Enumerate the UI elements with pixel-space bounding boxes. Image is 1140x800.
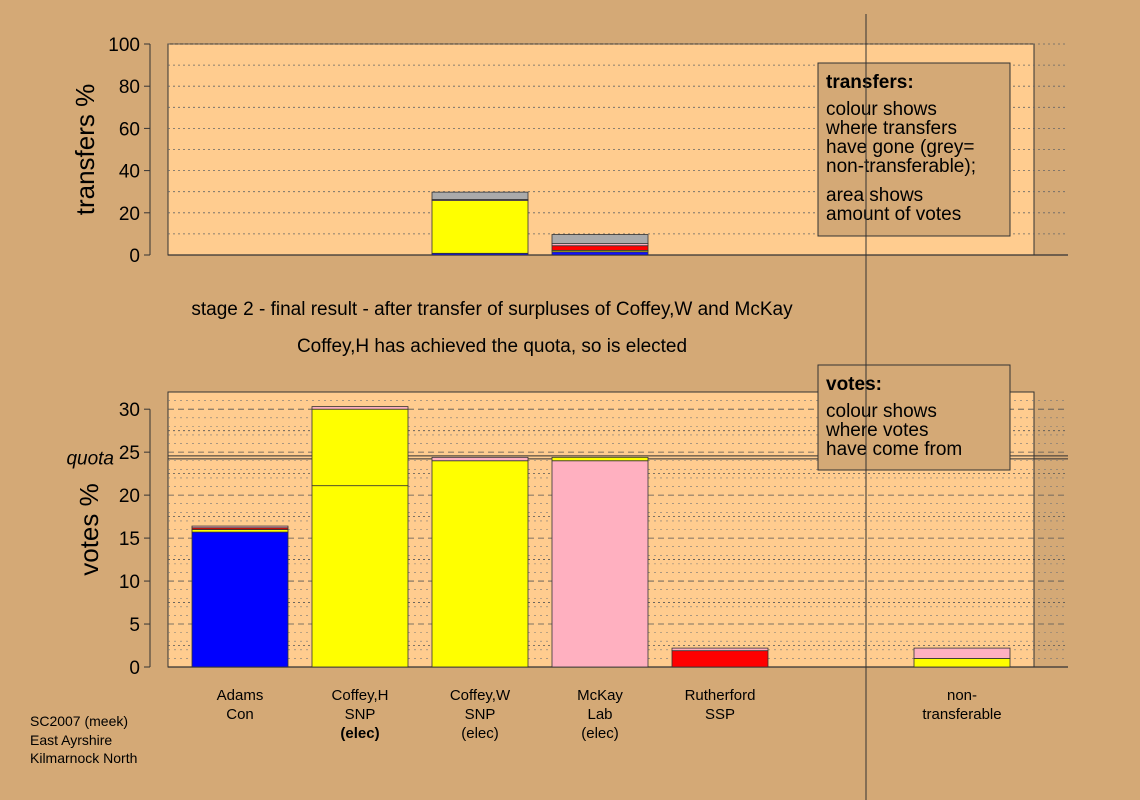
- bar-segment: [551, 245, 649, 251]
- quota-label: quota: [66, 448, 114, 469]
- candidate-party: Lab: [587, 706, 612, 723]
- bar-segment: [191, 525, 289, 529]
- y-tick-label: 5: [129, 615, 140, 636]
- candidate-party: SNP: [465, 706, 496, 723]
- footer-line-3: Kilmarnock North: [30, 750, 137, 766]
- y-tick-label: 80: [119, 77, 140, 98]
- legend-line: amount of votes: [826, 204, 961, 225]
- bar-segment: [551, 456, 649, 462]
- legend-box: [817, 62, 1011, 237]
- legend-line: colour shows: [826, 401, 937, 422]
- legend-title: transfers:: [826, 72, 914, 93]
- legend-box: [817, 364, 1011, 471]
- transfers-chart: 0 20 40 60 80 100 transfers % transfers: colour …: [70, 35, 1068, 267]
- bar-segment: [913, 647, 1011, 659]
- y-tick-label: 15: [119, 529, 140, 550]
- y-tick-label: 0: [129, 246, 140, 267]
- y-tick-label: 25: [119, 443, 140, 464]
- candidate-name: non-: [947, 687, 977, 704]
- candidate-status: (elec): [340, 725, 379, 742]
- candidate-party: Con: [226, 706, 254, 723]
- bar-segment: [913, 658, 1011, 668]
- y-tick-label: 60: [119, 119, 140, 140]
- legend-line: non-transferable);: [826, 156, 976, 177]
- legend-line: colour shows: [826, 99, 937, 120]
- legend-line: have gone (grey=: [826, 137, 974, 158]
- legend-line: area shows: [826, 185, 923, 206]
- legend-line: have come from: [826, 439, 962, 460]
- candidate-name: Rutherford: [685, 687, 756, 704]
- candidate-name: Coffey,H: [332, 687, 389, 704]
- bar-segment: [311, 485, 409, 668]
- candidate-party: SSP: [705, 706, 735, 723]
- candidate-status: (elec): [461, 725, 499, 742]
- candidate-name: Coffey,W: [450, 687, 511, 704]
- bar-segment: [551, 234, 649, 245]
- candidate-name: McKay: [577, 687, 623, 704]
- bar-segment: [551, 251, 649, 256]
- y-tick-label: 0: [129, 658, 140, 679]
- y-tick-label: 30: [119, 400, 140, 421]
- votes-chart: 0 5 10 15 20 25 30 votes % quota votes: colour sho…: [66, 364, 1068, 679]
- legend-line: where transfers: [825, 118, 957, 139]
- y-axis-label: votes %: [74, 483, 104, 576]
- footer-line-2: East Ayrshire: [30, 732, 112, 748]
- y-tick-label: 20: [119, 486, 140, 507]
- bar-segment: [311, 408, 409, 487]
- bar-segment: [191, 531, 289, 668]
- y-tick-label: 10: [119, 572, 140, 593]
- candidate-party: transferable: [922, 706, 1001, 723]
- y-tick-label: 20: [119, 204, 140, 225]
- bar-segment: [671, 650, 769, 668]
- bar-segment: [431, 460, 529, 668]
- bar-segment: [671, 647, 769, 652]
- y-tick-label: 100: [108, 35, 140, 56]
- y-axis-label: transfers %: [70, 84, 100, 216]
- elected-caption: Coffey,H has achieved the quota, so is e…: [297, 336, 687, 357]
- legend-line: where votes: [825, 420, 928, 441]
- bar-segment: [311, 406, 409, 410]
- bar-segment: [431, 456, 529, 462]
- bar-segment: [431, 200, 529, 254]
- footer-line-1: SC2007 (meek): [30, 713, 128, 729]
- y-tick-label: 40: [119, 162, 140, 183]
- bar-segment: [551, 460, 649, 668]
- stage-caption: stage 2 - final result - after transfer …: [191, 299, 793, 320]
- candidate-status: (elec): [581, 725, 619, 742]
- bar-segment: [431, 191, 529, 200]
- candidate-party: SNP: [345, 706, 376, 723]
- legend-title: votes:: [826, 374, 882, 395]
- candidate-labels: Adams Con Coffey,H SNP (elec) Coffey,W SNP (ele…: [217, 687, 1002, 742]
- candidate-name: Adams: [217, 687, 264, 704]
